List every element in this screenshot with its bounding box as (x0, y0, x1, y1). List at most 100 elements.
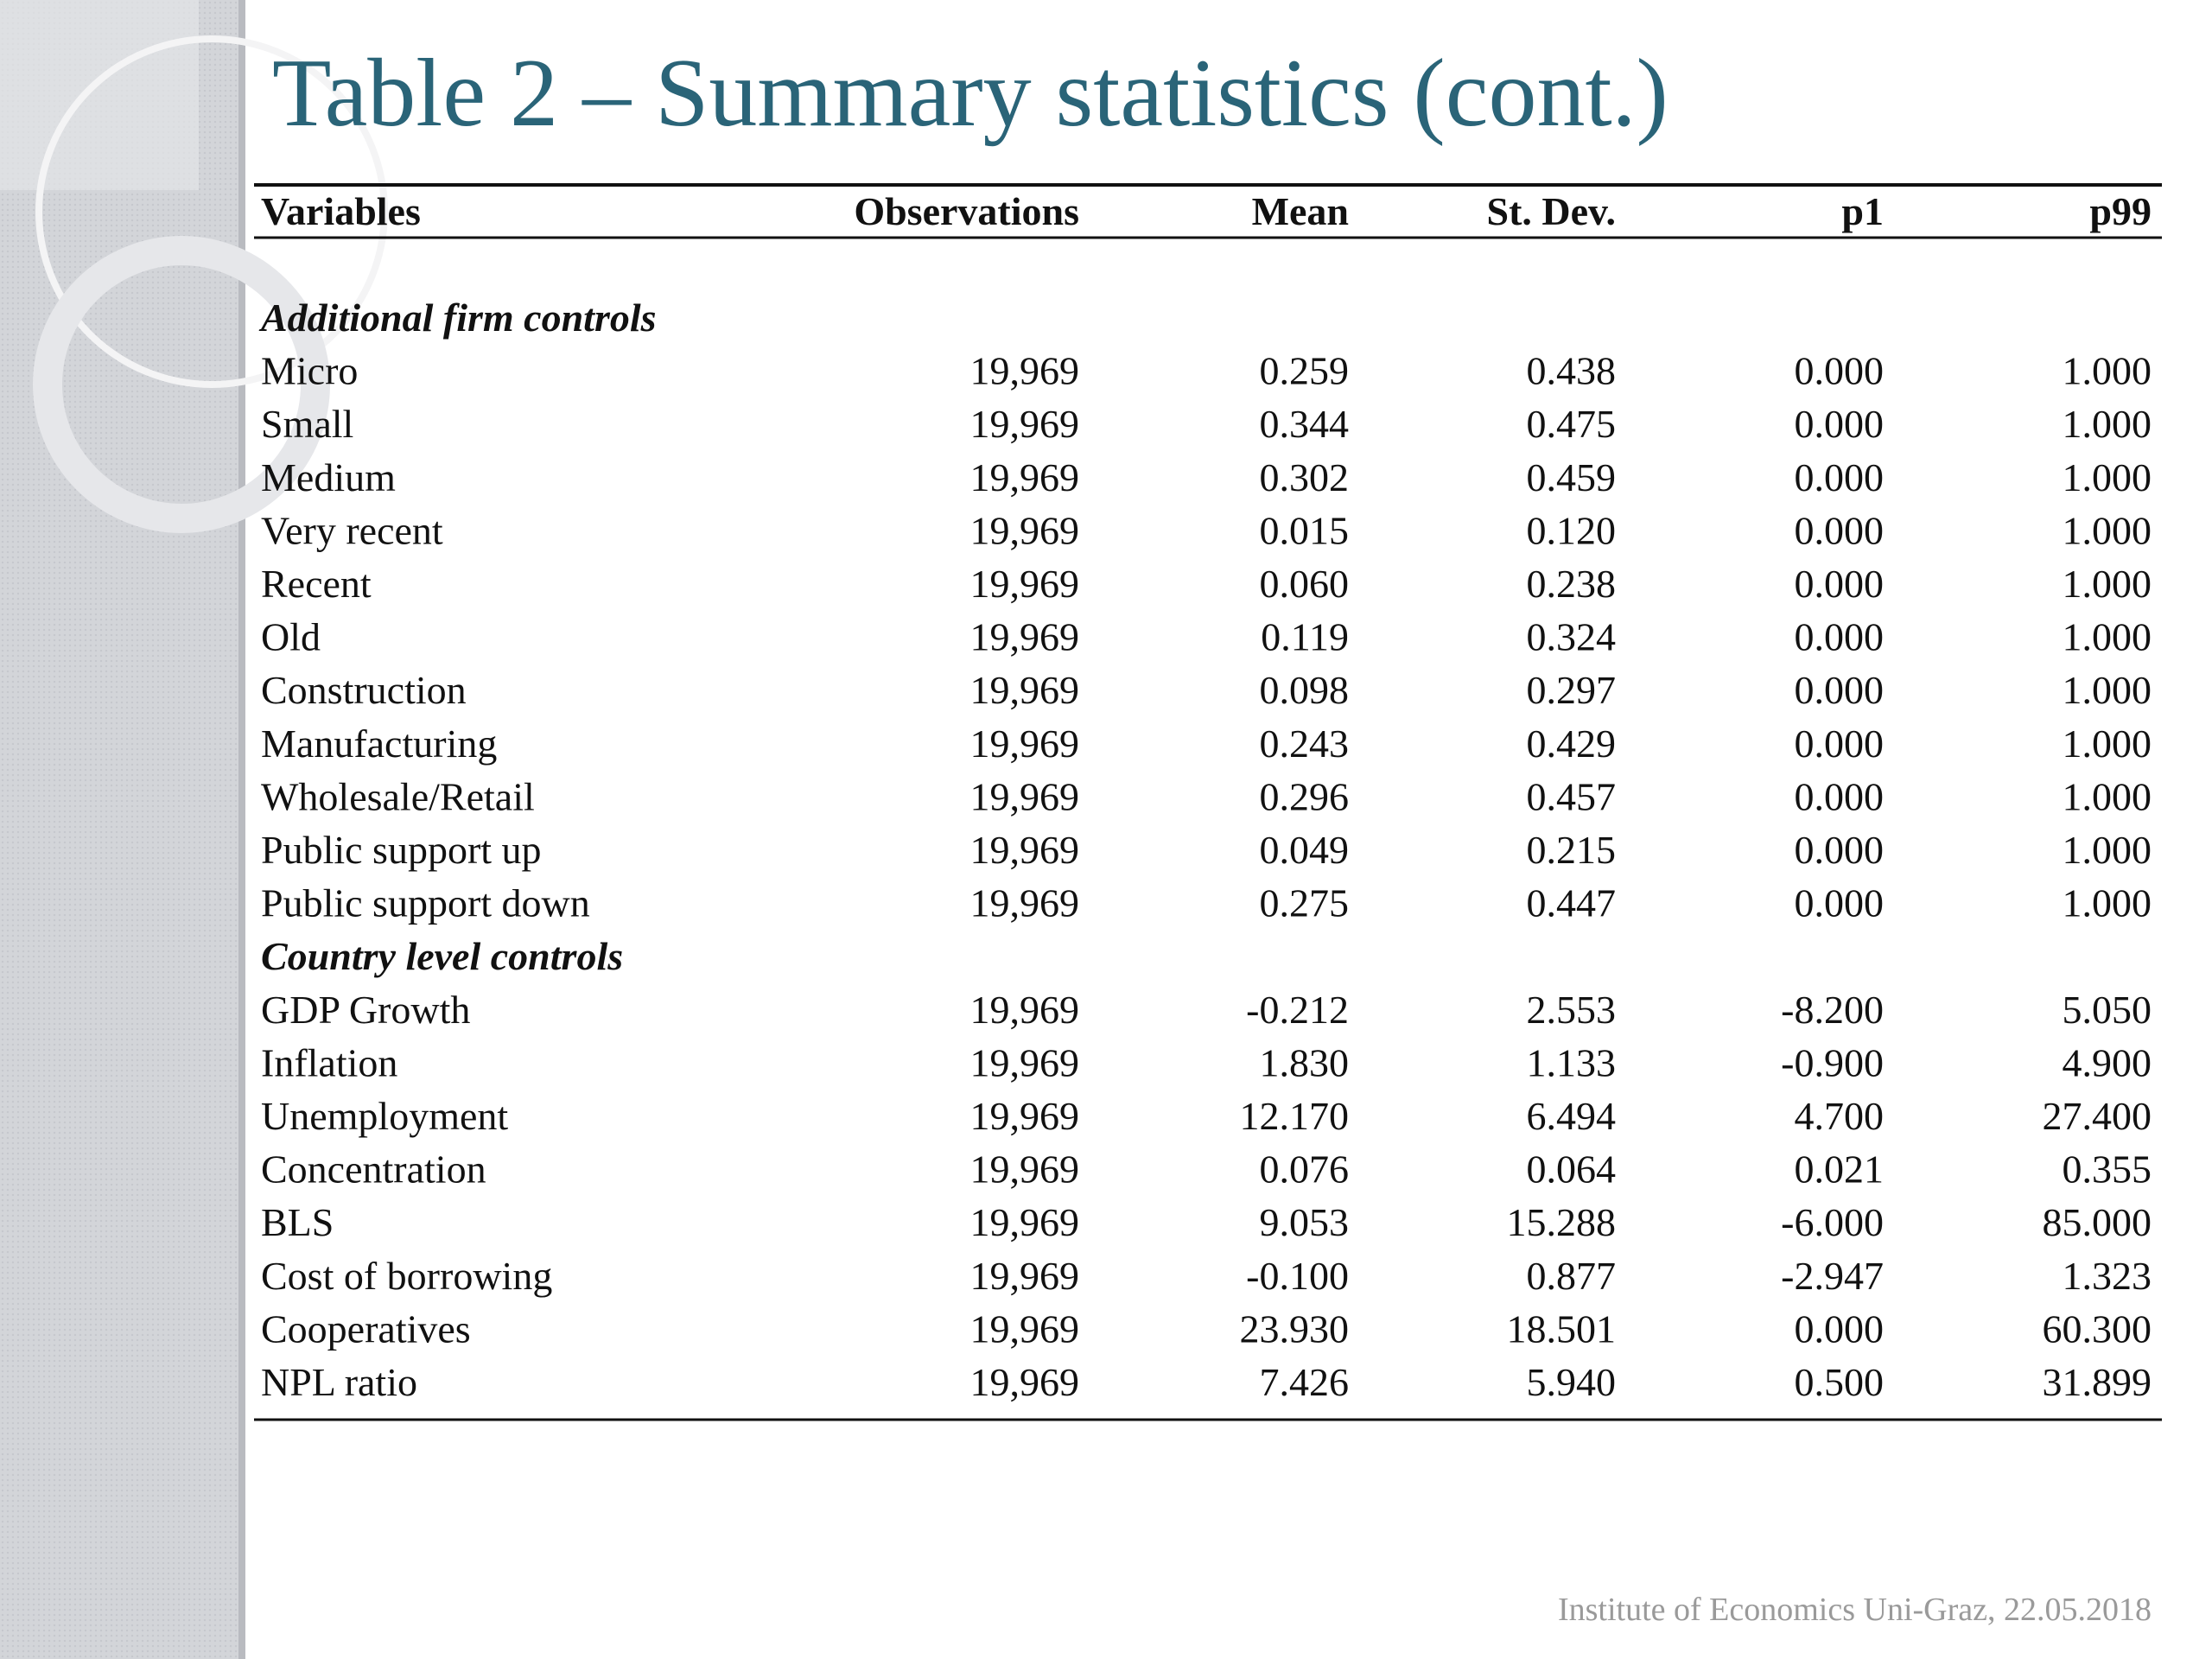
column-header: St. Dev. (1487, 189, 1617, 233)
cell-value: 19,969 (970, 774, 1080, 818)
cell-value: 0.297 (1527, 668, 1617, 712)
column-header: Variables (261, 189, 421, 233)
cell-value: 19,969 (970, 668, 1080, 712)
cell-value: 27.400 (2043, 1094, 2152, 1138)
row-label: Wholesale/Retail (261, 774, 535, 818)
row-label: Manufacturing (261, 721, 497, 766)
decor-circle (33, 236, 330, 533)
cell-value: 4.900 (2063, 1040, 2152, 1084)
cell-value: 1.000 (2063, 774, 2152, 818)
cell-value: 5.940 (1527, 1360, 1617, 1404)
cell-value: 19,969 (970, 402, 1080, 446)
cell-value: 0.459 (1527, 455, 1617, 499)
row-label: Medium (261, 455, 396, 499)
cell-value: 0.000 (1795, 562, 1885, 606)
cell-value: 0.344 (1260, 402, 1350, 446)
row-label: Construction (261, 668, 467, 712)
cell-value: 1.000 (2063, 562, 2152, 606)
cell-value: 0.302 (1260, 455, 1350, 499)
cell-value: -6.000 (1781, 1200, 1884, 1244)
cell-value: 19,969 (970, 349, 1080, 393)
row-label: Concentration (261, 1147, 486, 1192)
cell-value: 12.170 (1240, 1094, 1350, 1138)
cell-value: 60.300 (2043, 1306, 2152, 1351)
cell-value: 0.000 (1795, 349, 1885, 393)
cell-value: 1.000 (2063, 721, 2152, 766)
cell-value: 1.000 (2063, 508, 2152, 552)
cell-value: 0.000 (1795, 828, 1885, 872)
cell-value: 0.457 (1527, 774, 1617, 818)
decor-circle (35, 35, 388, 388)
cell-value: -8.200 (1781, 988, 1884, 1032)
cell-value: 0.000 (1795, 615, 1885, 659)
row-label: Micro (261, 349, 358, 393)
cell-value: 0.000 (1795, 774, 1885, 818)
cell-value: 0.215 (1527, 828, 1617, 872)
section-title: Additional firm controls (258, 296, 657, 340)
cell-value: 0.076 (1260, 1147, 1350, 1192)
cell-value: 0.098 (1260, 668, 1350, 712)
row-label: NPL ratio (261, 1360, 417, 1404)
cell-value: 0.296 (1260, 774, 1350, 818)
cell-value: 0.015 (1260, 508, 1350, 552)
cell-value: 9.053 (1260, 1200, 1350, 1244)
cell-value: 0.021 (1795, 1147, 1885, 1192)
cell-value: 19,969 (970, 1306, 1080, 1351)
cell-value: 2.553 (1527, 988, 1617, 1032)
cell-value: 4.700 (1795, 1094, 1885, 1138)
section-title: Country level controls (261, 934, 623, 978)
row-label: Unemployment (261, 1094, 508, 1138)
row-label: Very recent (261, 508, 443, 552)
table: Variables Observations Mean St. Dev. p1 p99 Ad… (254, 183, 2162, 1421)
cell-value: 5.050 (2063, 988, 2152, 1032)
column-header: p99 (2089, 189, 2152, 233)
cell-value: 0.000 (1795, 402, 1885, 446)
footer: Institute of Economics Uni-Graz, 22.05.2… (1558, 1592, 2152, 1628)
sidebar-panel (0, 0, 199, 190)
cell-value: 19,969 (970, 1360, 1080, 1404)
cell-value: 0.119 (1261, 615, 1349, 659)
cell-value: 19,969 (970, 562, 1080, 606)
cell-value: 0.000 (1795, 1306, 1885, 1351)
column-header: Observations (854, 189, 1079, 233)
row-label: Cooperatives (261, 1306, 471, 1351)
cell-value: 19,969 (970, 1094, 1080, 1138)
cell-value: 1.000 (2063, 349, 2152, 393)
cell-value: 31.899 (2043, 1360, 2152, 1404)
cell-value: -0.900 (1781, 1040, 1884, 1084)
cell-value: 19,969 (970, 1147, 1080, 1192)
row-label: Small (261, 402, 353, 446)
cell-value: 19,969 (970, 881, 1080, 925)
cell-value: 0.120 (1527, 508, 1617, 552)
cell-value: 1.830 (1260, 1040, 1350, 1084)
cell-value: 23.930 (1240, 1306, 1350, 1351)
row-label: Inflation (261, 1040, 397, 1084)
cell-value: 0.243 (1260, 721, 1350, 766)
row-label: Public support up (261, 828, 542, 872)
cell-value: 19,969 (970, 1254, 1080, 1298)
cell-value: 19,969 (970, 508, 1080, 552)
cell-value: 0.500 (1795, 1360, 1885, 1404)
cell-value: 0.000 (1795, 721, 1885, 766)
cell-value: 1.133 (1527, 1040, 1617, 1084)
cell-value: 0.064 (1527, 1147, 1617, 1192)
cell-value: 1.000 (2063, 668, 2152, 712)
cell-value: 7.426 (1260, 1360, 1350, 1404)
cell-value: 1.000 (2063, 402, 2152, 446)
cell-value: 0.000 (1795, 668, 1885, 712)
row-label: Public support down (261, 881, 590, 925)
cell-value: 18.501 (1507, 1306, 1617, 1351)
cell-value: -0.212 (1246, 988, 1349, 1032)
cell-value: 19,969 (970, 988, 1080, 1032)
cell-value: 19,969 (970, 1040, 1080, 1084)
cell-value: -2.947 (1781, 1254, 1884, 1298)
cell-value: 1.000 (2063, 881, 2152, 925)
cell-value: 19,969 (970, 615, 1080, 659)
cell-value: 0.000 (1795, 508, 1885, 552)
cell-value: 0.238 (1527, 562, 1617, 606)
cell-value: 19,969 (970, 1200, 1080, 1244)
cell-value: 0.447 (1527, 881, 1617, 925)
cell-value: 1.000 (2063, 455, 2152, 499)
